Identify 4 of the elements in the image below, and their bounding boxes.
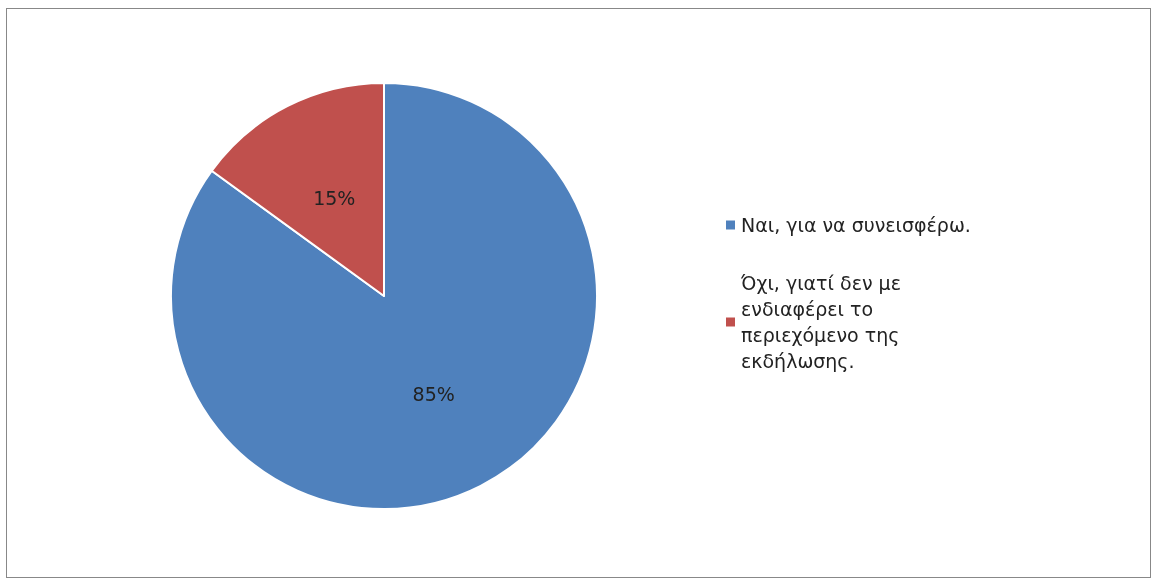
data-label: 15% [313, 187, 356, 210]
legend-label: Όχι, γιατί δεν με ενδιαφέρει το περιεχόμενο της εκδήλωσης. [740, 272, 907, 372]
data-label: 85% [412, 382, 455, 405]
legend-label: Ναι, για να συνεισφέρω. [741, 214, 971, 236]
